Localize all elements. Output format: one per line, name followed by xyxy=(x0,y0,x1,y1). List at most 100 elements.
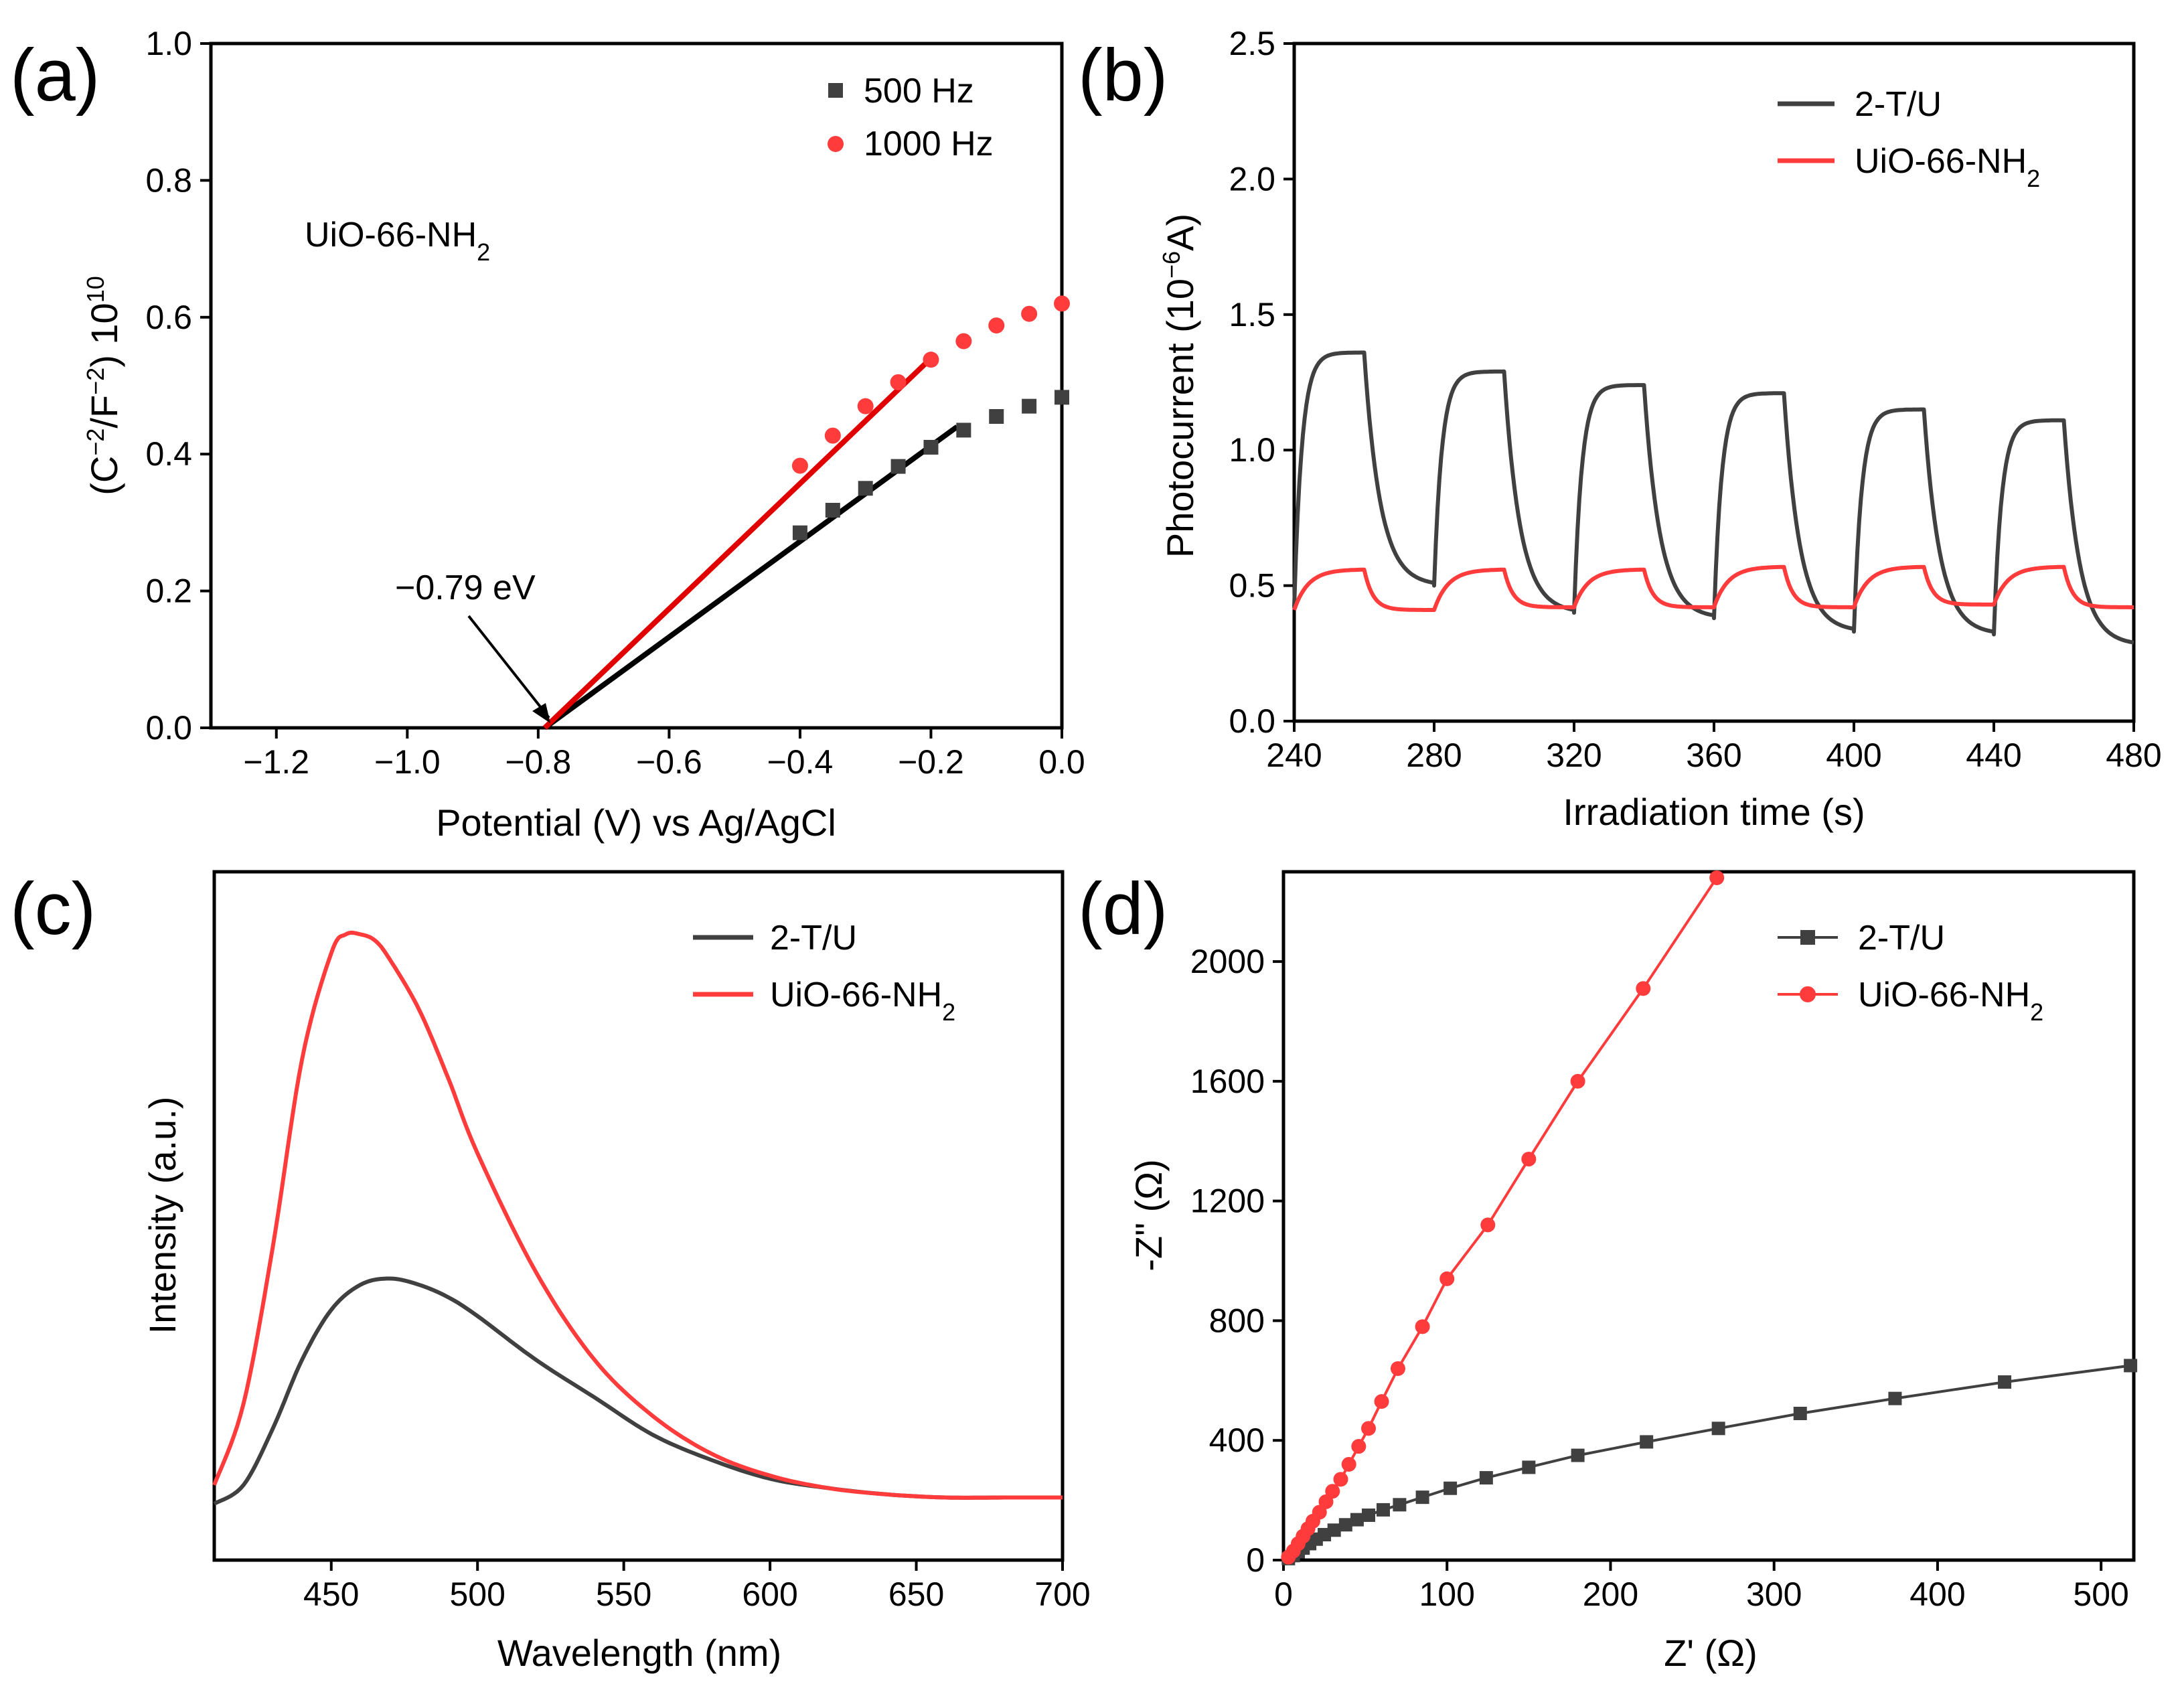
panel-d-y-tick-label: 800 xyxy=(1209,1302,1265,1339)
panel-b-x-axis-label: Irradiation time (s) xyxy=(1563,791,1865,833)
panel-b-legend-label-2tu: 2-T/U xyxy=(1855,85,1942,124)
panel-d-x-tick-label: 300 xyxy=(1746,1575,1802,1613)
panel-a-legend-marker-1000hz xyxy=(828,136,844,152)
panel-b-x-tick-label: 280 xyxy=(1406,737,1462,774)
panel-d-legend-label-uio: UiO-66-NH2 xyxy=(1858,976,2043,1026)
panel-a-point-500hz xyxy=(858,481,873,496)
panel-a-label: (a) xyxy=(10,34,100,117)
panel-d-point-2tu xyxy=(1393,1498,1407,1512)
panel-c-lines xyxy=(212,930,1063,1506)
panel-d-point-uio xyxy=(1709,870,1725,885)
panel-c-legend-label-2tu: 2-T/U xyxy=(770,919,857,957)
panel-d-y-tick-label: 1200 xyxy=(1190,1182,1265,1220)
panel-c-x-tick-label: 600 xyxy=(742,1575,797,1613)
panel-b-x-tick-label: 240 xyxy=(1266,737,1322,774)
panel-a-point-500hz xyxy=(1022,398,1037,414)
panel-c-legend-label-uio: UiO-66-NH2 xyxy=(770,976,955,1026)
panel-a-legend-marker-500hz xyxy=(828,83,843,98)
panel-b-legend-label-uio: UiO-66-NH2 xyxy=(1855,142,2040,192)
panel-b-y-tick-label: 1.0 xyxy=(1229,431,1275,469)
panel-a-arrow-head xyxy=(532,703,550,723)
panel-d-point-2tu xyxy=(1350,1513,1364,1527)
panel-b: (b) 240 280 320 360 400 440 480 0.0 0.5 1.0 1.5 2.0… xyxy=(1078,25,2162,833)
panel-d-legend-label-2tu: 2-T/U xyxy=(1858,919,1945,957)
panel-d-point-uio xyxy=(1318,1494,1334,1509)
panel-d-point-2tu xyxy=(1444,1481,1458,1495)
panel-c-ticks: 450 500 550 600 650 700 xyxy=(303,1560,1091,1613)
panel-a-point-500hz xyxy=(989,408,1004,424)
panel-c-legend-uio-sub: 2 xyxy=(942,998,955,1026)
panel-d-series-line-2tu xyxy=(1288,1364,2131,1560)
panel-b-x-tick-label: 480 xyxy=(2106,737,2161,774)
panel-a-point-1000hz xyxy=(1054,295,1070,312)
panel-a-point-500hz xyxy=(825,503,840,518)
panel-a-point-1000hz xyxy=(857,398,874,414)
panel-a-point-1000hz xyxy=(923,352,939,368)
panel-c-label: (c) xyxy=(10,868,96,950)
panel-b-y-tick-label: 2.0 xyxy=(1229,160,1275,198)
panel-d-y-axis-label: -Z" (Ω) xyxy=(1127,1159,1170,1271)
panel-b-y-tick-label: 1.5 xyxy=(1229,296,1275,333)
panel-d-point-uio xyxy=(1570,1073,1585,1089)
panel-b-x-tick-label: 440 xyxy=(1966,737,2021,774)
panel-a-intercept-annotation: −0.79 eV xyxy=(395,568,536,607)
panel-d-point-2tu xyxy=(1338,1518,1352,1532)
panel-a-point-1000hz xyxy=(890,374,907,390)
panel-a-point-500hz xyxy=(1055,390,1069,405)
panel-a-x-tick-label: −1.2 xyxy=(243,743,309,781)
panel-c-y-axis-label: Intensity (a.u.) xyxy=(141,1097,183,1334)
panel-c-x-tick-label: 650 xyxy=(888,1575,944,1613)
panel-c-x-tick-label: 550 xyxy=(596,1575,651,1613)
panel-b-ylabel-part1: Photocurrent (10 xyxy=(1159,279,1201,558)
panel-d-point-2tu xyxy=(1571,1448,1585,1462)
panel-a-plot-frame xyxy=(209,42,1064,730)
panel-d-ticks: 0 100 200 300 400 500 0 400 800 1200 1600 2000 xyxy=(1190,943,2129,1613)
panel-b-ylabel-part2: A) xyxy=(1159,214,1201,251)
panel-a-ylabel-sup3: 10 xyxy=(82,276,109,303)
panel-d-x-tick-label: 200 xyxy=(1583,1575,1638,1613)
panel-d-point-uio xyxy=(1312,1505,1327,1520)
panel-c-series-line-uio xyxy=(212,930,1063,1500)
panel-d-legend-marker-uio xyxy=(1800,986,1816,1002)
panel-c-x-tick-label: 700 xyxy=(1034,1575,1090,1613)
panel-d-x-tick-label: 400 xyxy=(1909,1575,1965,1613)
panel-d-point-2tu xyxy=(1998,1375,2012,1389)
panel-d-lines xyxy=(1281,870,2138,1565)
panel-b-series-line-uio xyxy=(1292,564,2134,612)
panel-a-legend-label-1000hz: 1000 Hz xyxy=(864,125,994,163)
panel-d-legend-uio-name: UiO-66-NH xyxy=(1858,976,2030,1014)
panel-a-point-1000hz xyxy=(1021,305,1038,322)
panel-b-x-tick-label: 320 xyxy=(1546,737,1602,774)
panel-a-ylabel-sup2: −2 xyxy=(82,368,109,395)
panel-d-point-uio xyxy=(1636,981,1651,996)
panel-d-point-uio xyxy=(1351,1439,1367,1454)
panel-a-point-1000hz xyxy=(955,333,972,350)
panel-a-legend-label-500hz: 500 Hz xyxy=(864,72,974,110)
panel-b-ticks: 240 280 320 360 400 440 480 0.0 0.5 1.0 1.5 2.0 2.5 xyxy=(1229,25,2161,774)
panel-a-fit-line-1000hz xyxy=(542,356,933,730)
panel-a-point-500hz xyxy=(890,459,906,474)
panel-a-x-tick-label: −0.8 xyxy=(505,743,571,781)
panel-a-x-tick-label: −1.0 xyxy=(374,743,441,781)
panel-d-x-tick-label: 100 xyxy=(1419,1575,1475,1613)
panel-b-y-tick-label: 0.5 xyxy=(1229,567,1275,605)
panel-b-lines xyxy=(1292,350,2134,645)
panel-d-point-uio xyxy=(1521,1152,1537,1167)
panel-b-y-axis-label: Photocurrent (10−6A) xyxy=(1158,214,1202,558)
panel-d-point-uio xyxy=(1374,1394,1389,1409)
panel-b-x-tick-label: 360 xyxy=(1686,737,1741,774)
panel-d: (d) 0 100 200 300 400 5000400800120016002000 … xyxy=(1078,868,2138,1674)
panel-d-point-2tu xyxy=(1522,1460,1536,1474)
panel-a-sample-name: UiO-66-NH xyxy=(305,216,477,254)
panel-d-y-tick-label: 0 xyxy=(1246,1541,1265,1579)
panel-a-x-tick-label: −0.4 xyxy=(767,743,834,781)
panel-b-y-tick-label: 2.5 xyxy=(1229,25,1275,62)
panel-d-point-uio xyxy=(1415,1319,1430,1334)
panel-a-point-1000hz xyxy=(791,457,808,474)
panel-d-point-2tu xyxy=(2124,1359,2138,1373)
panel-d-y-tick-label: 2000 xyxy=(1190,943,1265,980)
panel-a-ylabel-part1: (C xyxy=(83,456,125,495)
panel-a-y-tick-label: 0.2 xyxy=(145,572,192,610)
panel-d-point-2tu xyxy=(1376,1503,1390,1517)
panel-b-legend-uio-sub: 2 xyxy=(2027,165,2040,192)
